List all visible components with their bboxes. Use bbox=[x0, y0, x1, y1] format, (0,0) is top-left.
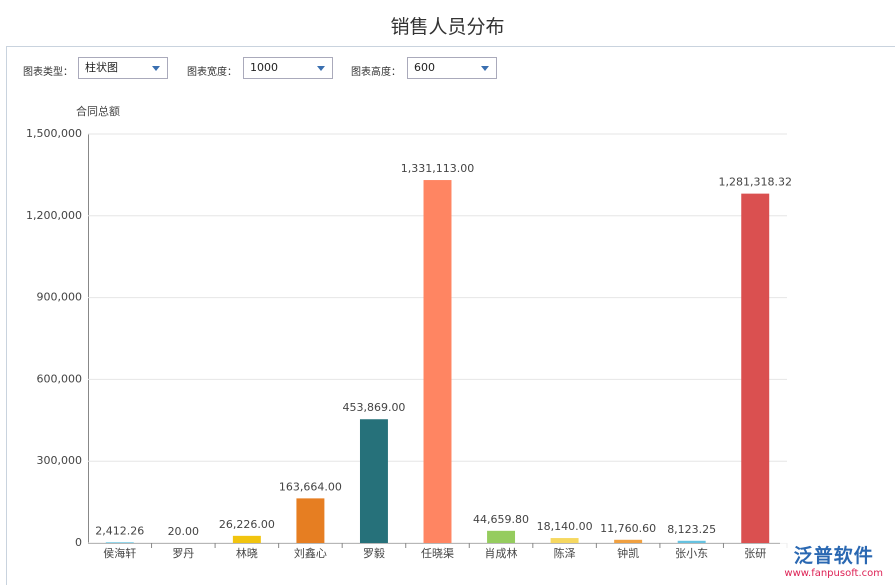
x-tick-label: 侯海轩 bbox=[103, 546, 136, 560]
value-label: 8,123.25 bbox=[667, 523, 716, 536]
bar bbox=[677, 540, 706, 543]
x-tick-label: 陈泽 bbox=[554, 546, 576, 560]
control-label: 图表类型： bbox=[23, 67, 73, 78]
control-label: 图表宽度： bbox=[187, 67, 237, 78]
x-tick-label: 任晓渠 bbox=[421, 547, 454, 560]
value-label: 18,140.00 bbox=[537, 520, 593, 533]
bar bbox=[359, 419, 388, 543]
bar bbox=[296, 498, 325, 543]
bar bbox=[423, 180, 452, 543]
chart-type-select[interactable]: 柱状图 bbox=[78, 57, 168, 79]
value-label: 1,281,318.32 bbox=[718, 176, 791, 189]
value-label: 2,412.26 bbox=[95, 524, 144, 537]
value-label: 20.00 bbox=[168, 525, 200, 538]
x-tick-label: 张小东 bbox=[675, 547, 708, 560]
control-label: 图表高度： bbox=[351, 67, 401, 78]
page-title: 销售人员分布 bbox=[390, 16, 505, 38]
x-tick-label: 林晓 bbox=[236, 546, 258, 560]
x-tick-label: 罗丹 bbox=[172, 547, 194, 560]
chart-panel bbox=[6, 46, 895, 585]
x-tick-label: 罗毅 bbox=[363, 546, 385, 560]
watermark-brand: 泛普软件 bbox=[793, 545, 874, 567]
watermark: 泛普软件 www.fanpusoft.com bbox=[780, 541, 887, 579]
x-tick-label: 张研 bbox=[744, 547, 766, 560]
bar bbox=[105, 542, 134, 543]
bar bbox=[614, 539, 643, 543]
value-label: 163,664.00 bbox=[279, 480, 342, 493]
x-tick-label: 钟凯 bbox=[617, 546, 639, 560]
chart-height-select[interactable]: 600 bbox=[407, 57, 497, 79]
bar bbox=[741, 193, 770, 543]
y-tick-label: 900,000 bbox=[37, 291, 83, 304]
x-tick-label: 肖成林 bbox=[485, 546, 518, 560]
value-label: 11,760.60 bbox=[600, 522, 656, 535]
y-tick-label: 0 bbox=[75, 536, 82, 549]
bar bbox=[487, 530, 516, 543]
y-axis-label: 合同总额 bbox=[76, 104, 120, 118]
value-label: 26,226.00 bbox=[219, 518, 275, 531]
watermark-url: www.fanpusoft.com bbox=[784, 568, 883, 579]
bar bbox=[232, 535, 261, 543]
value-label: 453,869.00 bbox=[342, 401, 405, 414]
y-tick-label: 1,500,000 bbox=[26, 127, 82, 140]
chart-width-select[interactable]: 1000 bbox=[243, 57, 333, 79]
y-tick-label: 1,200,000 bbox=[26, 209, 82, 222]
y-tick-label: 600,000 bbox=[37, 372, 83, 385]
bar bbox=[550, 538, 579, 543]
y-tick-label: 300,000 bbox=[37, 454, 83, 467]
value-label: 1,331,113.00 bbox=[401, 162, 474, 175]
x-tick-label: 刘鑫心 bbox=[294, 546, 327, 560]
value-label: 44,659.80 bbox=[473, 513, 529, 526]
